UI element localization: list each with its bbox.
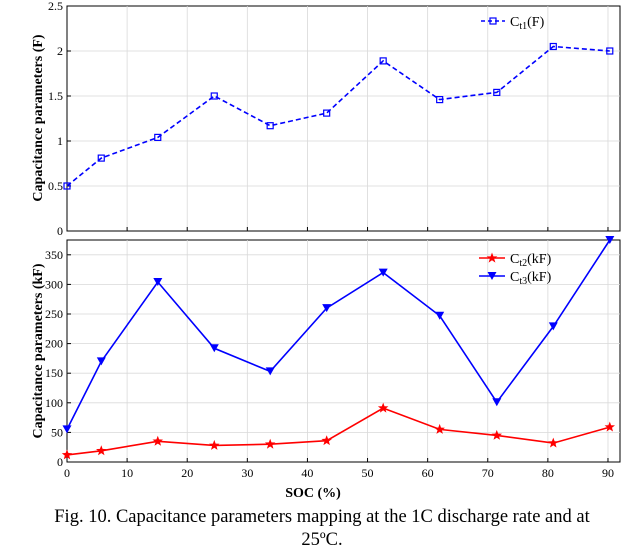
- legend-label-ct3: Ct3(kF): [510, 270, 552, 287]
- data-point-ct3: [492, 398, 502, 407]
- legend-marker-ct3: [487, 272, 497, 280]
- top-legend: Ct1(F): [481, 15, 545, 32]
- top-y-ticks: 0 0.5 1 1.5 2 2.5: [48, 0, 71, 238]
- bottom-x-ticks: 0 10 20 30 40 50 60 70 80 90: [64, 458, 614, 480]
- x-tick-label: 60: [422, 466, 434, 480]
- x-tick-label: 0: [64, 466, 70, 480]
- x-tick-label: 80: [542, 466, 554, 480]
- series-line-ct2: [66, 407, 611, 456]
- top-series-group: [63, 42, 614, 190]
- data-point-ct2: [491, 429, 502, 440]
- figure: 00.511.522.5 Capacitance parameters (F) …: [31, 0, 621, 500]
- x-tick-label: 20: [181, 466, 193, 480]
- legend-label-ct2: Ct2(kF): [510, 252, 552, 269]
- y-tick-label: 0: [57, 455, 63, 469]
- bottom-plot-frame: [66, 239, 621, 463]
- top-plot-frame: [66, 5, 621, 232]
- data-point-ct3: [62, 425, 72, 434]
- data-point-ct1: [154, 133, 162, 141]
- y-tick-label: 50: [51, 425, 63, 439]
- top-grid: [67, 6, 620, 231]
- x-axis-label: SOC (%): [285, 486, 341, 500]
- x-tick-label: 10: [121, 466, 133, 480]
- y-tick-label: 1.5: [48, 89, 63, 103]
- data-point-ct1: [266, 122, 274, 130]
- top-x-tick-marks: [66, 227, 609, 231]
- caption-line-1: Fig. 10. Capacitance parameters mapping …: [54, 507, 590, 527]
- data-point-ct3: [265, 367, 275, 376]
- legend-label-ct1: Ct1(F): [510, 15, 545, 32]
- data-point-ct1: [210, 92, 218, 100]
- data-point-ct2: [548, 437, 559, 448]
- data-point-ct1: [436, 95, 444, 104]
- data-point-ct1: [63, 182, 71, 190]
- bottom-y-axis-label: Capacitance parameters (kF): [31, 263, 46, 438]
- data-point-ct3: [322, 304, 332, 313]
- series-line-ct1: [66, 45, 610, 187]
- x-tick-label: 50: [362, 466, 374, 480]
- top-y-axis-label: Capacitance parameters (F): [31, 34, 46, 202]
- x-tick-label: 30: [241, 466, 253, 480]
- data-point-ct2: [434, 423, 445, 434]
- x-tick-label: 70: [482, 466, 494, 480]
- bottom-y-ticks: 0 50 100 150 200 250 300 350: [45, 248, 71, 469]
- data-point-ct1: [323, 109, 331, 117]
- y-tick-label: 2: [57, 44, 63, 58]
- x-tick-label: 90: [602, 466, 614, 480]
- data-point-ct3: [548, 322, 558, 331]
- figure-caption: Fig. 10. Capacitance parameters mapping …: [0, 506, 644, 552]
- data-point-ct2: [604, 421, 615, 432]
- data-point-ct3: [605, 236, 615, 244]
- y-tick-label: 100: [45, 396, 63, 410]
- y-tick-label: 2.5: [48, 0, 63, 13]
- data-point-ct2: [152, 435, 163, 446]
- data-point-ct3: [153, 278, 163, 286]
- y-tick-label: 350: [45, 248, 63, 262]
- bottom-chart-panel: 0 10 20 30 40 50 60 70 80 90 0 50 100 150 200 250 300 35…: [31, 236, 621, 500]
- data-point-ct1: [606, 47, 614, 55]
- data-point-ct1: [493, 88, 501, 97]
- x-tick-label: 40: [301, 466, 313, 480]
- series-line-ct3: [66, 239, 611, 430]
- data-point-ct2: [264, 438, 276, 449]
- legend-marker-ct2: [486, 252, 498, 263]
- y-tick-label: 0.5: [48, 179, 63, 193]
- data-point-ct3: [378, 268, 388, 277]
- data-point-ct3: [435, 311, 445, 320]
- top-chart-panel: 00.511.522.5 Capacitance parameters (F) …: [31, 0, 621, 238]
- data-point-ct3: [209, 344, 219, 353]
- legend-marker-ct1: [489, 17, 497, 25]
- data-point-ct2: [96, 445, 107, 456]
- y-tick-label: 0: [57, 224, 63, 238]
- bottom-legend: Ct2(kF) Ct3(kF): [479, 252, 552, 287]
- y-tick-label: 300: [45, 277, 63, 291]
- data-point-ct2: [377, 402, 389, 413]
- data-point-ct1: [549, 42, 557, 51]
- data-point-ct2: [321, 435, 332, 446]
- data-point-ct2: [61, 449, 73, 460]
- y-tick-label: 1: [57, 134, 63, 148]
- data-point-ct2: [209, 439, 220, 450]
- data-point-ct3: [96, 357, 106, 366]
- caption-line-2: 25ºC.: [301, 530, 343, 550]
- bottom-series-group: [61, 236, 615, 460]
- data-point-ct1: [379, 57, 387, 65]
- data-point-ct1: [97, 154, 105, 162]
- y-tick-label: 200: [45, 337, 63, 351]
- y-tick-label: 150: [45, 366, 63, 380]
- y-tick-label: 250: [45, 307, 63, 321]
